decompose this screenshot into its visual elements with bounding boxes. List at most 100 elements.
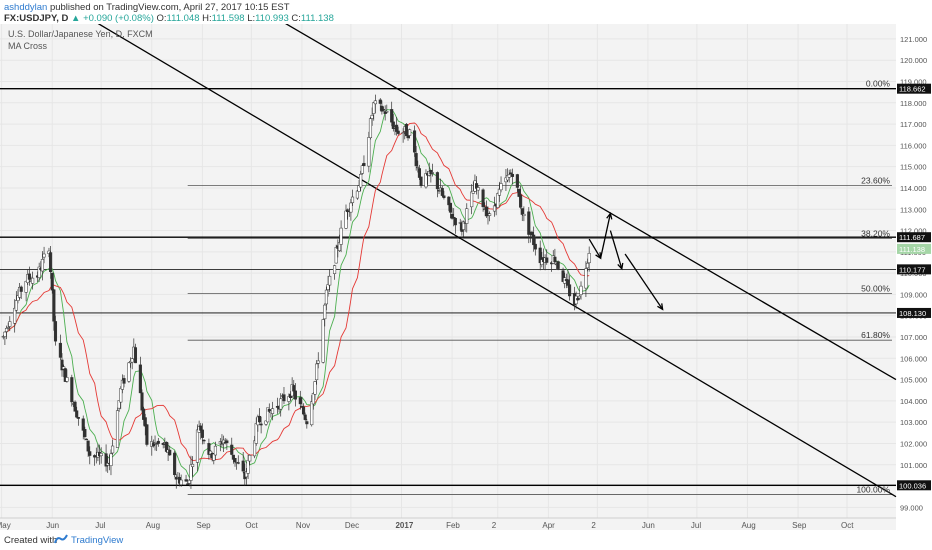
plot-background <box>0 24 896 530</box>
candle-body <box>184 479 188 482</box>
candle-body <box>271 408 275 414</box>
candle-body <box>391 121 395 129</box>
candle-body <box>584 268 588 289</box>
time-axis[interactable]: May Jun Jul Aug Sep Oct Nov Dec 2017 Feb 2 Apr 2 Jun J… <box>0 517 896 530</box>
candle-body <box>368 118 373 138</box>
candle-body <box>381 109 386 111</box>
candle-body <box>522 213 526 216</box>
y-tick-label: 119.000 <box>900 77 927 86</box>
candle-body <box>532 234 536 246</box>
candle-body <box>370 114 374 119</box>
chart-header: ashddylan published on TradingView.com, … <box>0 0 932 24</box>
candle-body <box>173 452 177 476</box>
candle-body <box>191 463 195 467</box>
tradingview-brand[interactable]: TradingView <box>71 535 124 546</box>
price-chart[interactable]: 0.00% 23.60% 38.20% 50.00% 61.80% 100.00% 99.… <box>0 24 932 530</box>
fib-labels: 0.00% 23.60% 38.20% 50.00% 61.80% 100.00% <box>856 79 890 495</box>
trend-channel-line <box>285 24 897 381</box>
fib-label: 61.80% <box>861 330 890 340</box>
candle-body <box>334 246 338 264</box>
x-tick-label: 2017 <box>395 521 413 530</box>
candle-body <box>568 284 572 297</box>
candle-body <box>292 385 296 392</box>
candle-body <box>195 429 200 463</box>
level-price-tag <box>897 480 931 491</box>
candle-body <box>84 438 89 441</box>
symbol-label: FX:USDJPY, D <box>4 13 69 24</box>
candle-body <box>200 429 204 438</box>
footer: Created with TradingView <box>0 530 932 550</box>
candle-body <box>367 137 371 167</box>
candle-body <box>587 253 591 264</box>
candle-body <box>37 266 41 278</box>
candle-body <box>390 109 394 123</box>
high-value: 111.598 <box>211 13 245 24</box>
projection-arrow-shaft <box>599 213 612 259</box>
trend-channel-line <box>97 24 897 498</box>
candle-body <box>138 364 142 394</box>
x-tick-label: Aug <box>146 521 160 530</box>
candle-body <box>579 285 583 295</box>
x-tick-label: Jul <box>691 521 701 530</box>
candle-body <box>302 406 306 415</box>
x-tick-label: Oct <box>841 521 854 530</box>
candle-body <box>266 407 270 423</box>
candle-body <box>298 397 302 405</box>
candle-body <box>310 401 314 426</box>
candle-body <box>507 174 511 178</box>
x-tick-label: Sep <box>792 521 807 530</box>
candle-body <box>189 464 193 481</box>
x-tick-label: Dec <box>345 521 359 530</box>
candle-body <box>533 243 537 250</box>
candle-body <box>115 410 120 448</box>
candle-body <box>236 462 240 464</box>
level-price-label: 110.177 <box>899 265 926 274</box>
open-label: O: <box>156 13 167 24</box>
author-link[interactable]: ashddylan <box>4 2 48 13</box>
x-tick-label: Oct <box>245 521 258 530</box>
candle-body <box>88 451 92 456</box>
y-tick-label: 117.000 <box>900 120 927 129</box>
candle-body <box>344 210 348 229</box>
candle-body <box>279 398 283 410</box>
candle-body <box>499 183 503 191</box>
current-price-tag <box>897 243 931 254</box>
published-text: published on TradingView.com, April 27, … <box>49 2 290 13</box>
x-tick-label: Feb <box>446 521 460 530</box>
candle-body <box>323 304 327 320</box>
level-price-tag <box>897 232 931 243</box>
candle-body <box>31 277 35 284</box>
candle-body <box>316 360 320 364</box>
x-tick-label: Jun <box>46 521 59 530</box>
candle-body <box>257 415 262 423</box>
level-price-label: 118.662 <box>899 85 926 94</box>
candle-body <box>130 358 134 363</box>
candle-body <box>556 261 560 269</box>
candle-body <box>440 188 444 196</box>
current-price-label: 111.138 <box>899 245 925 254</box>
candle-body <box>465 208 469 224</box>
candle-body <box>576 298 580 301</box>
ohlc-line: FX:USDJPY, D ▲ +0.090 (+0.08%) O:111.048… <box>4 13 334 24</box>
candle-body <box>8 321 12 327</box>
candle-body <box>520 208 524 215</box>
candle-body <box>408 129 412 136</box>
candle-body <box>145 424 149 445</box>
candle-body <box>372 102 376 114</box>
candle-body <box>186 483 190 485</box>
y-tick-label: 116.000 <box>900 141 927 150</box>
candle-body <box>73 401 77 412</box>
candle-body <box>3 331 7 337</box>
candle-body <box>86 440 90 452</box>
y-tick-label: 120.000 <box>900 56 927 65</box>
candle-body <box>380 105 384 112</box>
candle-body <box>49 252 53 272</box>
y-tick-label: 118.000 <box>900 99 927 108</box>
price-axis[interactable]: 99.000100.000101.000102.000103.000104.00… <box>897 35 931 512</box>
fib-label: 23.60% <box>861 175 890 185</box>
y-tick-label: 103.000 <box>900 418 927 427</box>
candle-body <box>156 440 160 444</box>
candle-body <box>254 423 258 444</box>
candle-body <box>133 347 138 364</box>
y-tick-label: 107.000 <box>900 333 927 342</box>
